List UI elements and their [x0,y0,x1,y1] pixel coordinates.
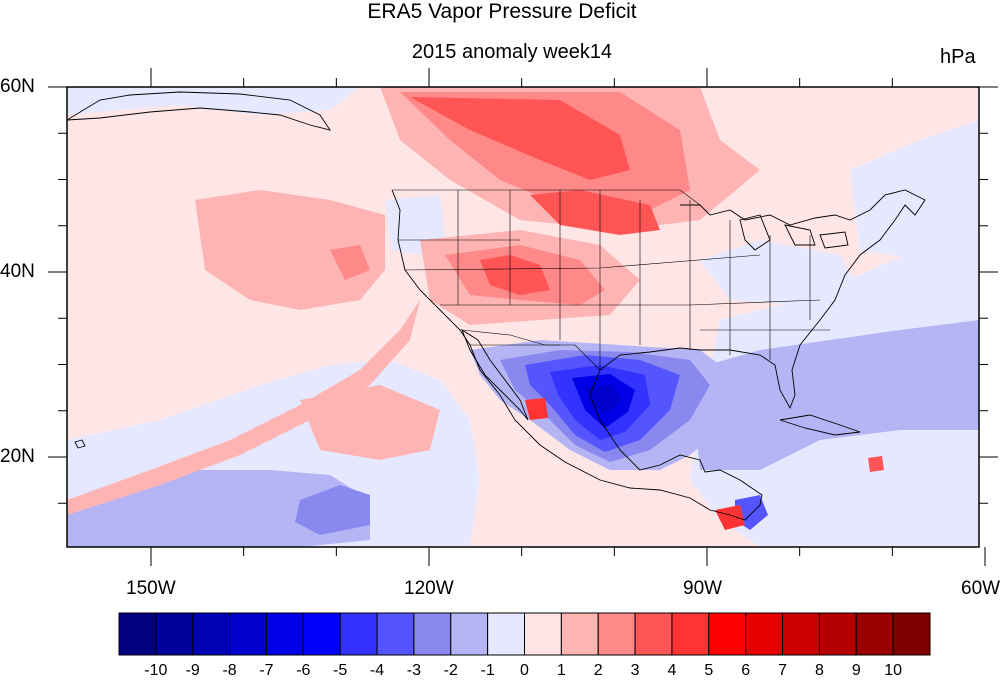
light-blue-region-midwest [700,240,860,305]
map-title: ERA5 Vapor Pressure Deficit [367,0,637,23]
colorbar-swatch [782,612,820,656]
colorbar-swatch [192,612,231,656]
cuba-coastline [779,414,861,436]
axis-ticks [48,68,998,566]
lon-label-60w: 60W [961,578,1001,599]
colorbar-swatch [450,612,489,656]
red-region-caribbean-spot [868,456,884,472]
blue-region-caribbean [690,320,979,470]
lon-label-120w: 120W [404,578,454,599]
great-lakes [739,214,849,251]
colorbar-swatch [818,612,857,656]
map-frame [66,86,980,548]
colorbar-swatch [302,612,341,656]
colorbar-label: -4 [369,662,385,679]
colorbar-label: -8 [222,662,237,679]
minor-ticks [58,78,988,556]
colorbar-label: 10 [884,662,903,679]
red-region-dakotas [530,190,660,235]
colorbar-label: 8 [814,662,824,679]
colorbar-label: 3 [630,662,640,679]
red-region-guatemala [715,505,745,530]
coastlines [67,91,926,521]
hawaii-coastline [74,439,86,449]
colorbar-swatch [118,612,157,656]
colorbar [118,612,931,656]
colorbar-label: -9 [185,662,200,679]
north-america-coastline [391,189,926,521]
colorbar-label: 0 [520,662,529,679]
colorbar-label: -1 [480,662,495,679]
light-blue-region-east [850,120,979,260]
salmon-region-pacific-spot [330,245,370,280]
colorbar-swatch [708,612,747,656]
pink-band-pacific [67,300,420,515]
colorbar-label: -7 [259,662,274,679]
colorbar-label: -2 [443,662,458,679]
anomaly-field [67,87,979,547]
colorbar-swatch [855,612,894,656]
colorbar-swatch [413,612,452,656]
colorbar-swatch [376,612,415,656]
alaska-coastline [67,91,332,131]
colorbar-swatch [560,612,599,656]
colorbar-label: 6 [741,662,751,679]
colorbar-label: 2 [593,662,603,679]
colorbar-label: -3 [406,662,422,679]
colorbar-swatch [892,612,931,656]
us-canada-border [392,189,701,206]
baja-coastline [461,328,529,421]
units-label: hPa [940,46,976,68]
colorbar-swatch [487,612,525,656]
blue-region-pacific-patch [295,485,370,535]
lat-label-60n: 60N [0,76,35,97]
colorbar-label: -6 [296,662,311,679]
red-region-utah [480,255,550,295]
colorbar-label: 4 [667,662,677,679]
colorbar-label: -10 [144,662,168,679]
colorbar-swatch [339,612,378,656]
colorbar-label: 1 [556,662,566,679]
state-lines-vertical [457,190,811,370]
red-region-canada [410,97,630,180]
red-region-sinaloa [525,398,548,420]
colorbar-label: 5 [704,662,714,679]
colorbar-swatch [597,612,636,656]
blue-region-mexico-max [585,385,622,415]
colorbar-swatch [634,612,673,656]
colorbar-label: 9 [851,662,861,679]
lon-label-90w: 90W [683,578,723,599]
colorbar-swatch [671,612,710,656]
lat-label-40n: 40N [0,261,35,282]
colorbar-swatch [745,612,784,656]
colorbar-label: -5 [333,662,348,679]
colorbar-label: 7 [778,662,787,679]
colorbar-swatch [524,612,562,656]
lat-label-20n: 20N [0,446,35,467]
state-boundaries [392,189,830,371]
lon-label-150w: 150W [126,578,176,599]
state-lines-horizontal [398,239,830,346]
colorbar-swatch [265,612,304,656]
colorbar-swatch [155,612,194,656]
pink-region-pacific-center [195,190,385,310]
pink-region-south-pacific [300,385,440,460]
colorbar-swatch [229,612,267,656]
map-subtitle: 2015 anomaly week14 [411,41,613,63]
